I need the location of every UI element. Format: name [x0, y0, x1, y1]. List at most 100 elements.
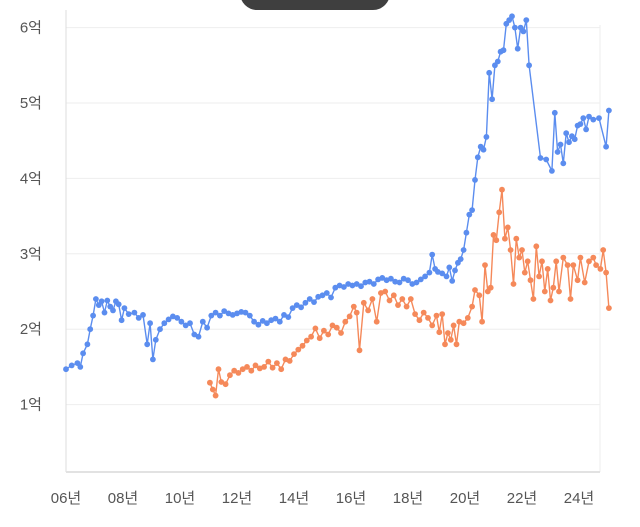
data-point[interactable] — [242, 309, 249, 316]
data-point[interactable] — [265, 358, 272, 365]
data-point[interactable] — [596, 115, 602, 121]
data-point[interactable] — [583, 126, 589, 133]
data-point[interactable] — [600, 247, 607, 253]
data-point[interactable] — [306, 296, 313, 302]
data-point[interactable] — [144, 341, 151, 348]
data-point[interactable] — [407, 296, 414, 302]
data-point[interactable] — [84, 341, 91, 348]
data-point[interactable] — [466, 211, 473, 218]
data-point[interactable] — [450, 322, 457, 329]
data-point[interactable] — [472, 287, 478, 293]
data-point[interactable] — [524, 258, 531, 265]
data-point[interactable] — [469, 303, 475, 310]
data-point[interactable] — [564, 262, 571, 268]
data-point[interactable] — [293, 302, 300, 308]
data-point[interactable] — [308, 333, 314, 340]
data-point[interactable] — [557, 141, 564, 148]
data-point[interactable] — [342, 318, 349, 325]
data-point[interactable] — [299, 342, 306, 349]
data-point[interactable] — [212, 392, 219, 399]
data-point[interactable] — [274, 360, 280, 366]
data-point[interactable] — [358, 283, 364, 290]
data-point[interactable] — [302, 299, 309, 306]
data-point[interactable] — [603, 143, 609, 150]
data-point[interactable] — [182, 322, 189, 329]
data-point[interactable] — [504, 224, 511, 231]
data-point[interactable] — [442, 341, 448, 348]
data-point[interactable] — [90, 312, 96, 319]
data-point[interactable] — [581, 279, 588, 286]
data-point[interactable] — [563, 130, 570, 137]
data-point[interactable] — [507, 247, 514, 253]
data-point[interactable] — [487, 284, 494, 291]
data-point[interactable] — [217, 312, 223, 319]
data-point[interactable] — [447, 336, 454, 343]
data-point[interactable] — [463, 229, 470, 236]
data-point[interactable] — [590, 116, 597, 123]
data-point[interactable] — [443, 273, 450, 280]
data-point[interactable] — [417, 276, 424, 283]
data-point[interactable] — [539, 258, 545, 265]
data-point[interactable] — [550, 284, 557, 291]
data-point[interactable] — [332, 284, 339, 291]
data-point[interactable] — [395, 302, 401, 308]
data-point[interactable] — [486, 69, 493, 76]
data-point[interactable] — [521, 269, 528, 276]
top-handle[interactable] — [240, 0, 390, 10]
data-point[interactable] — [496, 209, 503, 216]
data-point[interactable] — [235, 370, 242, 376]
data-point[interactable] — [512, 24, 518, 31]
data-point[interactable] — [150, 356, 156, 363]
data-point[interactable] — [574, 277, 581, 284]
data-point[interactable] — [543, 156, 550, 163]
data-point[interactable] — [118, 317, 125, 324]
data-point[interactable] — [152, 336, 159, 343]
data-point[interactable] — [403, 303, 410, 310]
data-point[interactable] — [87, 326, 94, 333]
data-point[interactable] — [526, 62, 532, 69]
data-point[interactable] — [285, 314, 292, 320]
data-point[interactable] — [212, 309, 219, 316]
data-point[interactable] — [425, 315, 431, 321]
data-point[interactable] — [530, 296, 537, 302]
data-point[interactable] — [264, 320, 270, 327]
data-point[interactable] — [104, 297, 111, 304]
data-point[interactable] — [215, 366, 222, 373]
data-point[interactable] — [422, 273, 428, 280]
data-point[interactable] — [476, 292, 483, 299]
data-point[interactable] — [298, 304, 304, 311]
data-point[interactable] — [551, 109, 558, 116]
data-point[interactable] — [246, 312, 253, 319]
data-point[interactable] — [68, 362, 75, 369]
data-point[interactable] — [319, 292, 326, 299]
data-point[interactable] — [289, 305, 296, 311]
data-point[interactable] — [281, 312, 287, 318]
data-point[interactable] — [286, 358, 293, 364]
data-point[interactable] — [482, 262, 488, 268]
data-point[interactable] — [227, 372, 233, 379]
data-point[interactable] — [405, 277, 411, 284]
data-point[interactable] — [439, 311, 446, 317]
data-point[interactable] — [346, 313, 353, 320]
data-point[interactable] — [356, 347, 363, 354]
data-point[interactable] — [207, 379, 213, 386]
data-point[interactable] — [460, 247, 467, 253]
data-point[interactable] — [590, 254, 597, 261]
data-point[interactable] — [195, 333, 202, 340]
data-point[interactable] — [606, 305, 612, 311]
data-point[interactable] — [577, 254, 584, 261]
data-point[interactable] — [341, 284, 347, 290]
data-point[interactable] — [115, 301, 122, 308]
data-point[interactable] — [382, 288, 389, 295]
data-point[interactable] — [316, 335, 323, 342]
data-point[interactable] — [204, 324, 211, 331]
data-point[interactable] — [366, 278, 373, 285]
data-point[interactable] — [560, 254, 567, 261]
data-point[interactable] — [464, 315, 471, 321]
data-point[interactable] — [433, 312, 440, 319]
data-point[interactable] — [523, 17, 530, 23]
data-point[interactable] — [272, 315, 279, 322]
data-point[interactable] — [500, 47, 507, 54]
data-point[interactable] — [593, 262, 599, 268]
data-point[interactable] — [549, 168, 555, 174]
